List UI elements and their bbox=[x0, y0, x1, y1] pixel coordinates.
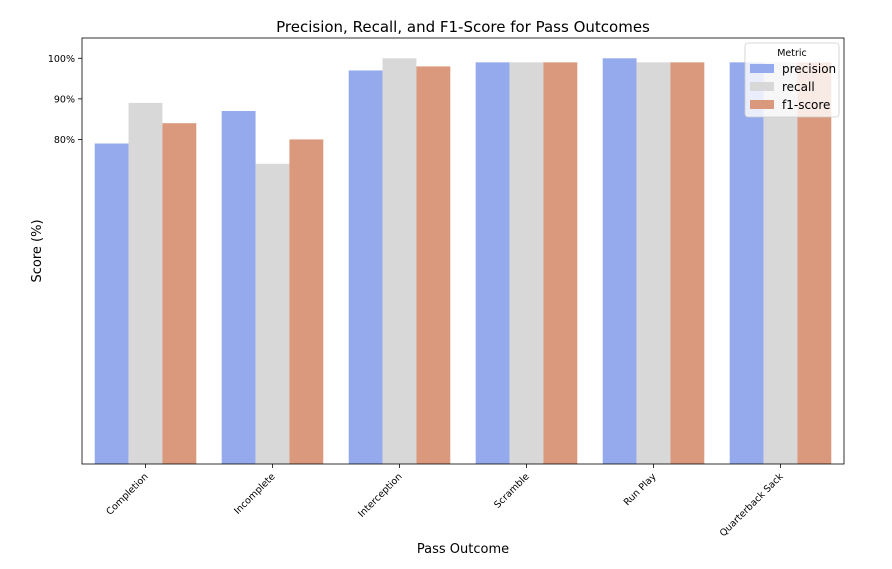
bar-precision-incomplete bbox=[221, 111, 256, 464]
x-tick-label: Incomplete bbox=[232, 471, 278, 517]
bar-recall-run-play bbox=[636, 62, 671, 465]
bar-f1-score-completion bbox=[162, 123, 197, 464]
x-tick-label: Scramble bbox=[492, 471, 532, 511]
legend-label: f1-score bbox=[782, 98, 830, 112]
y-ticks-group: 80% 90% 100% bbox=[48, 54, 82, 146]
legend-swatch bbox=[750, 100, 774, 109]
bar-precision-run-play bbox=[602, 58, 637, 464]
bar-f1-score-quarterback-sack bbox=[797, 62, 832, 465]
x-axis-label: Pass Outcome bbox=[417, 542, 509, 557]
bar-recall-interception bbox=[382, 58, 417, 464]
x-tick-label: Completion bbox=[104, 471, 150, 517]
legend: Metric precision recall f1-score bbox=[744, 42, 840, 118]
y-tick-label: 90% bbox=[54, 94, 75, 105]
bar-f1-score-scramble bbox=[543, 62, 578, 465]
chart-title: Precision, Recall, and F1-Score for Pass… bbox=[276, 18, 650, 36]
bars-group bbox=[94, 58, 832, 465]
y-axis-label: Score (%) bbox=[30, 219, 45, 282]
bar-recall-incomplete bbox=[255, 163, 290, 464]
legend-items: precision recall f1-score bbox=[750, 62, 836, 112]
x-tick-label: Quarterback Sack bbox=[718, 471, 786, 539]
legend-box bbox=[744, 42, 840, 118]
bar-precision-completion bbox=[94, 143, 129, 465]
plot-frame bbox=[81, 37, 845, 465]
bar-precision-interception bbox=[348, 70, 383, 465]
bar-f1-score-run-play bbox=[670, 62, 705, 465]
bar-recall-completion bbox=[128, 102, 163, 464]
bar-recall-quarterback-sack bbox=[763, 62, 798, 465]
y-tick-label: 80% bbox=[54, 135, 75, 146]
legend-swatch bbox=[750, 64, 774, 73]
legend-swatch bbox=[750, 82, 774, 91]
bar-f1-score-interception bbox=[416, 66, 451, 465]
legend-label: recall bbox=[782, 80, 815, 94]
x-tick-label: Interception bbox=[356, 471, 404, 519]
legend-title: Metric bbox=[777, 48, 807, 59]
x-ticks-group: Completion Incomplete Interception Scramble… bbox=[104, 464, 786, 539]
y-tick-label: 100% bbox=[48, 54, 75, 65]
bar-recall-scramble bbox=[509, 62, 544, 465]
bar-f1-score-incomplete bbox=[289, 139, 324, 464]
x-tick-label: Run Play bbox=[622, 471, 659, 508]
legend-label: precision bbox=[782, 62, 836, 76]
bar-precision-scramble bbox=[475, 62, 510, 465]
bar-precision-quarterback-sack bbox=[729, 62, 764, 465]
